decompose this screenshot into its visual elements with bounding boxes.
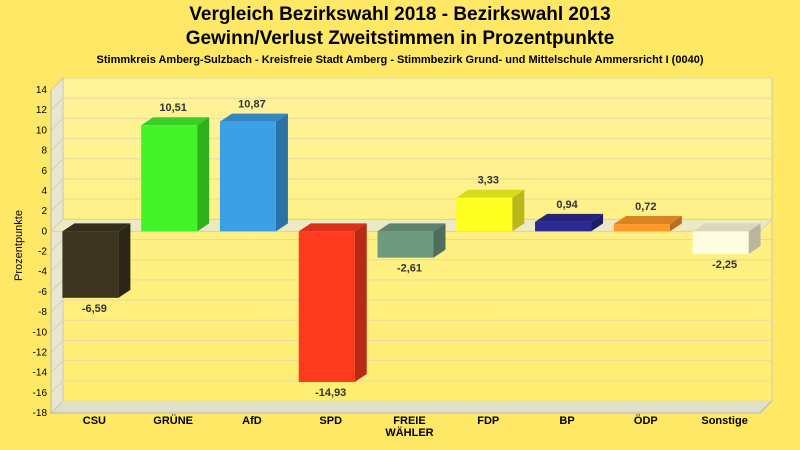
y-tick-label: 4: [41, 186, 47, 197]
y-tick-label: -18: [33, 408, 48, 419]
data-label: 0,72: [635, 201, 656, 213]
bar-front: [613, 224, 670, 232]
bar-front: [298, 231, 355, 383]
gridline-side: [50, 198, 64, 212]
y-tick-label: 6: [41, 166, 47, 177]
bar-top: [141, 117, 210, 126]
bar-side: [433, 223, 446, 258]
bar-side: [275, 113, 288, 232]
gridline-side: [50, 319, 64, 333]
bar-front: [692, 231, 749, 255]
bar: [298, 223, 367, 383]
y-tick-label: 10: [36, 125, 48, 136]
y-tick-label: 12: [36, 105, 48, 116]
bar-top: [613, 216, 682, 225]
x-tick-label: CSU: [83, 415, 106, 427]
x-tick-label: BP: [559, 415, 574, 427]
x-tick-label: FDP: [477, 415, 499, 427]
bar-front: [535, 221, 592, 232]
y-tick-label: -14: [33, 368, 48, 379]
bar-front: [62, 231, 119, 298]
gridline-side: [50, 239, 64, 252]
gridline-side: [50, 360, 64, 373]
bar-front: [377, 231, 434, 258]
bar-top: [377, 223, 446, 232]
x-tick-label: ÖDP: [634, 414, 658, 427]
data-label: 10,87: [238, 99, 266, 111]
bar: [456, 189, 525, 232]
chart-title: Vergleich Bezirkswahl 2018 - Bezirkswahl…: [189, 4, 611, 25]
x-tick-label: AfD: [242, 415, 262, 427]
data-label: 10,51: [159, 102, 187, 114]
data-label: -6,59: [82, 303, 107, 315]
gridline-side: [50, 259, 64, 273]
x-tick-label: GRÜNE: [153, 414, 193, 427]
bar-top: [62, 223, 131, 232]
x-tick-label: WÄHLER: [385, 426, 433, 439]
bar-side: [197, 117, 210, 232]
bar: [535, 213, 604, 232]
data-label: 0,94: [556, 199, 578, 211]
y-tick-label: 0: [41, 226, 47, 237]
y-tick-label: -16: [33, 388, 48, 399]
gridline-side: [50, 400, 64, 414]
bar-top: [456, 189, 525, 198]
x-tick-label: FREIE: [393, 415, 425, 427]
data-label: -2,25: [712, 259, 737, 271]
y-axis-label: Prozentpunkte: [13, 210, 25, 281]
gridline-side: [50, 97, 64, 111]
y-tick-label: -4: [38, 267, 47, 278]
gridline-side: [50, 380, 64, 394]
y-tick-label: 8: [41, 146, 47, 157]
bar-top: [219, 113, 288, 122]
y-tick-label: 14: [36, 85, 48, 96]
bar-front: [219, 121, 276, 232]
bar-side: [669, 216, 682, 232]
data-label: -2,61: [397, 263, 422, 275]
bar-side: [118, 223, 131, 298]
x-tick-label: SPD: [319, 415, 342, 427]
gridline-side: [50, 299, 64, 313]
data-label: 3,33: [478, 175, 499, 187]
gridline-side: [50, 158, 64, 172]
bar: [692, 223, 761, 255]
bar-top: [298, 223, 367, 232]
bar: [141, 117, 210, 232]
gridline-side: [50, 118, 64, 131]
bar-top: [692, 223, 761, 232]
gridline-side: [50, 340, 64, 353]
gridline-side: [50, 178, 64, 192]
bar-side: [512, 189, 525, 232]
bar-front: [456, 197, 513, 232]
bar: [377, 223, 446, 258]
bar-side: [591, 213, 604, 232]
bar: [62, 223, 131, 298]
bar-side: [354, 223, 367, 383]
bar: [613, 216, 682, 232]
x-tick-label: Sonstige: [701, 415, 747, 427]
data-label: -14,93: [315, 387, 346, 399]
bar: [219, 113, 288, 232]
plot-floor: [49, 400, 774, 414]
y-tick-label: -8: [38, 307, 47, 318]
y-tick-label: -2: [38, 247, 47, 258]
bar-front: [141, 125, 198, 232]
gridline-side: [50, 77, 64, 91]
bar-side: [748, 223, 761, 255]
chart-description: Stimmkreis Amberg-Sulzbach - Kreisfreie …: [96, 54, 704, 66]
chart-subtitle: Gewinn/Verlust Zweitstimmen in Prozentpu…: [185, 28, 615, 49]
y-tick-label: -10: [33, 327, 48, 338]
y-tick-label: 2: [41, 206, 47, 217]
y-tick-label: -12: [33, 347, 48, 358]
gridline-side: [50, 279, 64, 293]
bar-top: [535, 213, 604, 222]
gridline-side: [50, 138, 64, 151]
y-tick-label: -6: [38, 287, 47, 298]
